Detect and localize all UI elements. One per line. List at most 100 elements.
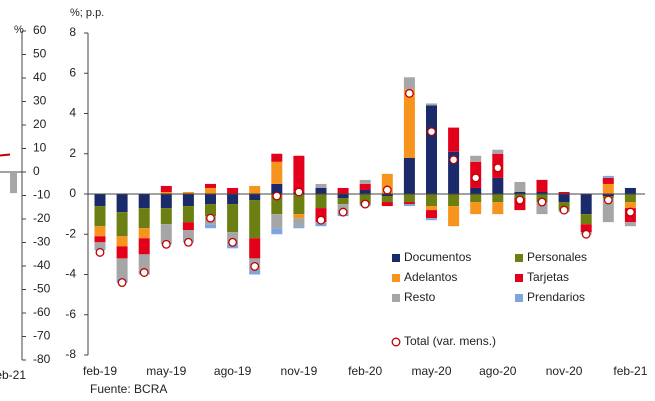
bar-segment [249,238,261,259]
bar-segment [271,183,283,194]
bar-segment [403,204,415,207]
bar-segment [426,103,437,106]
y-tick-label: 8 [69,25,76,39]
bar-segment [205,187,216,194]
bar-segment [403,77,415,90]
bar-segment [448,206,460,227]
left-line [0,153,11,157]
bar-segment [315,187,327,194]
total-marker [161,239,171,249]
bar-segment [138,228,150,239]
bar-segment [602,183,614,194]
x-tick-label: feb-21 [613,364,647,378]
bar-segment [403,157,415,194]
bar-segment [205,183,216,188]
bar-segment [381,194,393,197]
total-marker [404,88,414,98]
total-marker [603,195,613,205]
y-tick-label: 4 [69,106,76,120]
bar-segment [182,191,194,194]
y-axis-label: %; p.p. [70,7,104,19]
bar-segment [558,194,570,203]
bar-segment [160,208,172,225]
total-marker [95,247,105,257]
bar-segment [359,179,371,184]
total-marker [581,229,591,239]
left-bar [10,172,17,194]
bar-segment [94,242,106,249]
bar-segment [249,270,261,275]
bar-segment [271,161,283,184]
legend-swatch [515,294,523,302]
bar-segment [381,196,393,203]
bar-segment [138,208,150,229]
total-marker [272,191,282,201]
y-tick-label: -4 [65,267,76,281]
total-marker [427,127,436,137]
x-tick-label: ago-19 [214,364,252,378]
left-y-tick-label: 10 [33,141,47,155]
total-marker [493,163,503,173]
legend-swatch [392,274,400,282]
left-y-tick-label: -30 [33,235,51,249]
bar-segment [558,191,570,194]
y-tick-label: -2 [65,226,76,240]
legend-label: Total (var. mens.) [404,334,496,348]
bar-segment [602,198,614,223]
bar-segment [580,194,592,215]
left-y-tick-label: 20 [33,117,47,131]
bar-segment [315,183,327,188]
x-tick-label: ago-20 [479,364,517,378]
bar-segment [182,230,194,241]
bar-segment [514,191,526,194]
bar-segment [138,238,150,255]
left-y-tick-label: -60 [33,305,51,319]
bar-segment [249,200,261,239]
legend-label: Adelantos [404,270,457,284]
total-marker [625,207,635,217]
bar-segment [138,254,150,271]
total-marker [316,215,326,225]
total-marker [360,199,370,209]
bar-segment [602,194,614,197]
bar-segment [271,194,283,215]
legend-label: Personales [527,250,587,264]
left-x-tick-label: feb-21 [0,368,26,382]
bar-segment [160,185,172,192]
x-tick-label: feb-20 [348,364,382,378]
bar-segment [271,214,283,229]
bar-segment [116,236,128,247]
x-tick-label: nov-19 [281,364,318,378]
source: Fuente: BCRA [90,382,167,396]
legend-total-marker [391,337,401,347]
bar-segment [426,218,437,221]
left-y-tick-label: -40 [33,258,51,272]
bar-segment [624,222,636,227]
y-tick-label: 6 [69,65,76,79]
bar-segment [580,214,592,225]
bar-segment [514,181,526,192]
bar-segment [448,194,460,207]
bar-segment [227,187,239,194]
bar-segment [403,89,415,158]
bar-segment [536,191,548,194]
total-marker [294,187,304,197]
x-tick-label: nov-20 [546,364,583,378]
total-marker [338,207,348,217]
legend-swatch [515,254,523,262]
bar-segment [138,194,150,209]
bar-segment [536,179,548,192]
bar-segment [426,206,437,211]
bar-segment [116,212,128,237]
bar-segment [293,214,305,219]
bar-segment [470,187,482,194]
x-tick-label: feb-19 [83,364,117,378]
bar-segment [293,155,305,192]
x-tick-label: may-20 [411,364,451,378]
bar-segment [293,226,305,229]
bar-segment [249,185,261,194]
bar-segment [602,175,614,178]
bar-segment [116,194,128,213]
y-tick-label: -6 [65,307,76,321]
